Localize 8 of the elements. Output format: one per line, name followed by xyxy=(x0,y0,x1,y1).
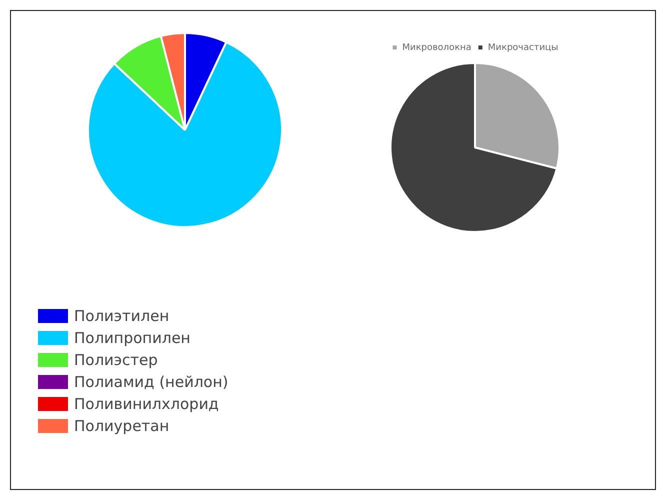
legend-label: Поливинилхлорид xyxy=(74,395,219,413)
legend-label: Полиуретан xyxy=(74,417,170,435)
legend-label: Полиэтилен xyxy=(74,307,170,325)
legend-label: Полиамид (нейлон) xyxy=(74,373,228,391)
legend-label: Микрочастицы xyxy=(488,42,558,53)
legend-label: Полипропилен xyxy=(74,329,190,347)
legend-label: Полиэстер xyxy=(74,351,158,369)
legend-label: Микроволокна xyxy=(402,42,472,53)
